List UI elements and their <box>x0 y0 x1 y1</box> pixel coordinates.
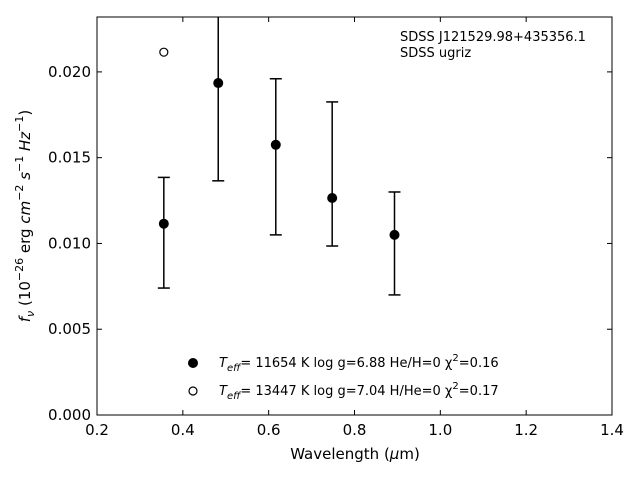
data-points <box>158 47 400 240</box>
data-point-filled <box>389 229 400 240</box>
x-tick-label: 0.8 <box>343 421 367 439</box>
x-tick-label: 0.4 <box>171 421 195 439</box>
legend-marker-filled <box>188 358 198 368</box>
y-axis-title: fν (10−26 erg cm−2 s−1 Hz−1) <box>13 110 37 322</box>
data-point-filled <box>327 192 338 203</box>
y-tick-label: 0.005 <box>48 320 91 338</box>
x-tick-label: 0.6 <box>257 421 281 439</box>
error-bars <box>157 17 401 296</box>
y-tick-label: 0.010 <box>48 234 91 252</box>
data-point-filled <box>270 139 281 150</box>
y-tick-label: 0.000 <box>48 406 91 424</box>
legend-entry-1: Teff= 11654 K log g=6.88 He/H=0 χ2=0.16 <box>219 353 499 374</box>
y-axis-ticks: 0.000 0.005 0.010 0.015 0.020 <box>48 63 612 424</box>
legend-marker-open <box>188 386 198 396</box>
x-tick-label: 1.2 <box>514 421 538 439</box>
data-point-open <box>159 47 169 57</box>
x-tick-label: 1.0 <box>428 421 452 439</box>
x-axis-title: Wavelength (μm) <box>290 445 420 463</box>
legend: Teff= 11654 K log g=6.88 He/H=0 χ2=0.16 … <box>188 353 499 402</box>
y-tick-label: 0.020 <box>48 63 91 81</box>
filter-set-annotation: SDSS ugriz <box>400 46 471 61</box>
x-tick-label: 1.4 <box>600 421 624 439</box>
x-axis-ticks: 0.2 0.4 0.6 0.8 1.0 1.2 1.4 <box>85 17 624 439</box>
data-point-filled <box>213 78 224 89</box>
object-name-annotation: SDSS J121529.98+435356.1 <box>400 30 586 45</box>
legend-entry-2: Teff= 13447 K log g=7.04 H/He=0 χ2=0.17 <box>219 381 499 402</box>
x-tick-label: 0.2 <box>85 421 109 439</box>
data-point-filled <box>158 218 169 229</box>
y-tick-label: 0.015 <box>48 149 91 167</box>
